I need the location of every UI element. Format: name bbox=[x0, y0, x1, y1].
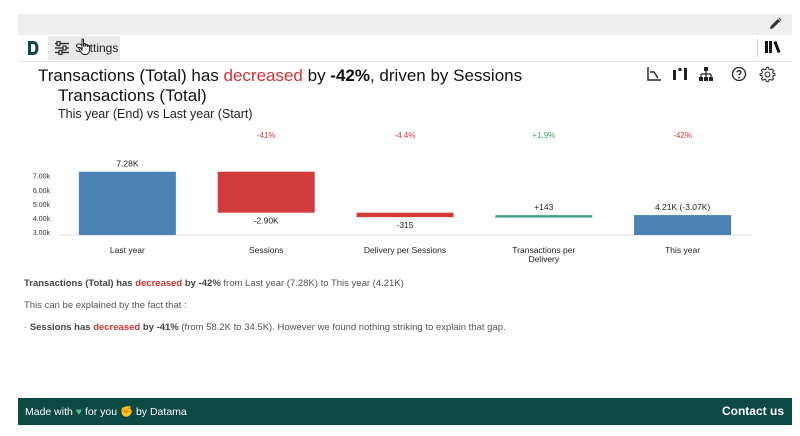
made-with-label: Made with bbox=[25, 406, 73, 418]
x-tick-label: Delivery bbox=[528, 254, 559, 264]
y-tick-label: 5.00k bbox=[33, 202, 51, 209]
waterfall-bar bbox=[495, 215, 593, 218]
by-datama-label: by Datama bbox=[135, 406, 187, 418]
bar-value-label: 4.21K (-3.07K) bbox=[655, 202, 710, 212]
waterfall-bar bbox=[356, 212, 454, 218]
headline-decreased: decreased bbox=[223, 66, 303, 85]
summary-driver-decreased: decreased bbox=[93, 322, 141, 333]
x-tick-label: This year bbox=[665, 245, 700, 255]
x-tick-label: Delivery per Sessions bbox=[364, 245, 446, 255]
bullet: · bbox=[24, 322, 30, 333]
toolbar: Settings bbox=[18, 35, 792, 62]
line-chart-icon[interactable] bbox=[646, 66, 662, 82]
x-tick-label: Sessions bbox=[249, 245, 284, 255]
summary-decreased: decreased bbox=[135, 278, 183, 289]
bar-percent-label: -42% bbox=[673, 131, 692, 140]
waterfall-bar bbox=[634, 215, 732, 235]
waterfall-bar bbox=[217, 171, 315, 213]
made-with-text: Made with ♥ for you ✊ by Datama bbox=[25, 405, 187, 418]
summary-line-3: · Sessions has decreased by -41% (from 5… bbox=[24, 322, 506, 333]
thumbs-up-icon: ✊ bbox=[119, 406, 134, 418]
headline-driver: , driven by Sessions bbox=[369, 66, 523, 85]
bar-percent-label: +1.9% bbox=[532, 131, 555, 140]
headline-by: by bbox=[302, 66, 331, 85]
top-bar bbox=[18, 14, 792, 35]
waterfall-chart: 3.00k 4.00k 5.00k 6.00k 7.00k 7.28K Last year -… bbox=[33, 131, 752, 264]
summary-line-1: Transactions (Total) has decreased by -4… bbox=[24, 278, 404, 289]
period-label: This year (End) vs Last year (Start) bbox=[58, 107, 253, 121]
sliders-icon bbox=[55, 41, 69, 55]
summary-by: by -42% bbox=[182, 278, 221, 289]
bar-percent-label: -4.4% bbox=[395, 131, 416, 140]
y-tick-label: 3.00k bbox=[33, 230, 51, 237]
toolbar-divider bbox=[757, 39, 758, 57]
summary-driver-metric: Sessions has bbox=[29, 322, 94, 333]
summary-metric: Transactions (Total) bbox=[24, 278, 114, 289]
hand-cursor-icon bbox=[78, 38, 90, 55]
settings-button[interactable]: Settings bbox=[48, 36, 120, 60]
summary-driver-by: by -41% bbox=[140, 322, 179, 333]
x-tick-label: Last year bbox=[110, 245, 145, 255]
waterfall-bar bbox=[78, 171, 176, 235]
contact-us-link[interactable]: Contact us bbox=[721, 404, 784, 418]
footer: Made with ♥ for you ✊ by Datama Contact … bbox=[18, 398, 792, 425]
bar-value-label: -2.90K bbox=[254, 216, 279, 226]
headline-text: Transactions (Total) has bbox=[38, 66, 224, 85]
y-tick-label: 4.00k bbox=[33, 216, 51, 223]
x-tick-label: Transactions per bbox=[512, 245, 575, 255]
summary-driver-detail: (from 58.2K to 34.5K). However we found … bbox=[178, 322, 506, 333]
bar-percent-label: -41% bbox=[257, 131, 276, 140]
for-you-label: for you bbox=[84, 406, 118, 418]
waterfall-chart-icon[interactable] bbox=[672, 66, 688, 82]
library-books-icon[interactable] bbox=[764, 40, 782, 54]
summary-range: from Last year (7.28K) to This year (4.2… bbox=[220, 278, 404, 289]
bar-value-label: -315 bbox=[396, 220, 413, 230]
datama-logo-icon[interactable] bbox=[26, 40, 40, 56]
app-frame: Settings Transactions (Total) has decrea… bbox=[18, 14, 792, 426]
bar-value-label: 7.28K bbox=[116, 159, 139, 169]
gear-icon[interactable] bbox=[759, 66, 776, 83]
chart-toolbar bbox=[646, 66, 786, 86]
bar-value-label: +143 bbox=[534, 202, 553, 212]
y-tick-label: 6.00k bbox=[33, 188, 51, 195]
chart-subtitle: Transactions (Total) bbox=[58, 86, 207, 105]
tree-structure-icon[interactable] bbox=[698, 66, 714, 82]
headline-percent: -42% bbox=[330, 66, 370, 85]
summary-line-2: This can be explained by the fact that : bbox=[24, 300, 187, 311]
summary-has: has bbox=[113, 278, 136, 289]
help-icon[interactable] bbox=[731, 66, 747, 82]
y-tick-label: 7.00k bbox=[33, 174, 51, 181]
edit-pencil-icon[interactable] bbox=[768, 17, 782, 31]
heart-icon: ♥ bbox=[75, 406, 83, 418]
headline: Transactions (Total) has decreased by -4… bbox=[38, 66, 522, 86]
